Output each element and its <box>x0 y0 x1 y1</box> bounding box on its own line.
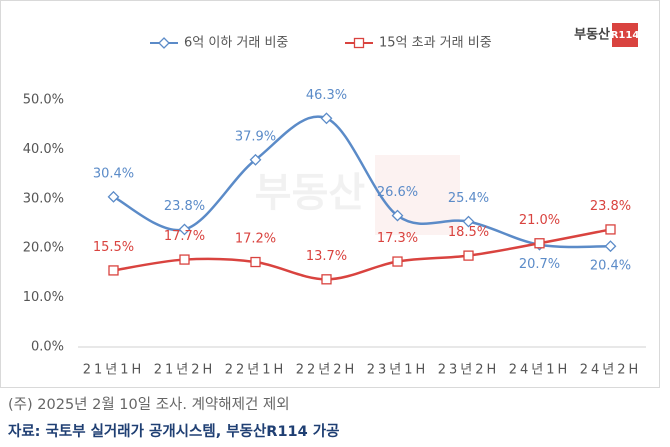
point <box>107 190 120 203</box>
legend-label: 15억 초과 거래 비중 <box>379 36 492 51</box>
y-tick-label: 30.0% <box>23 191 64 206</box>
data-label: 23.8% <box>590 199 631 214</box>
point <box>321 274 332 285</box>
legend-marker <box>158 37 170 49</box>
data-label: 23.8% <box>164 199 205 214</box>
footnote: (주) 2025년 2월 10일 조사. 계약해제건 제외 <box>8 396 290 413</box>
source-note: 자료: 국토부 실거래가 공개시스템, 부동산R114 가공 <box>8 422 339 440</box>
point <box>392 256 403 267</box>
x-tick-label: 24년1H <box>509 363 571 378</box>
y-tick-label: 40.0% <box>23 142 64 157</box>
data-label: 46.3% <box>306 88 347 103</box>
data-label: 17.3% <box>377 231 418 246</box>
logo-badge-bg <box>612 23 638 47</box>
x-tick-label: 22년2H <box>296 363 358 378</box>
point <box>250 256 261 268</box>
x-tick-label: 21년1H <box>83 363 145 378</box>
logo-text: 부동산 <box>574 27 610 43</box>
data-label: 18.5% <box>448 225 489 240</box>
legend-marker <box>353 37 365 49</box>
data-label: 21.0% <box>519 213 560 228</box>
point <box>463 250 474 261</box>
data-label: 26.6% <box>377 185 418 200</box>
point <box>604 240 617 253</box>
x-tick-label: 23년1H <box>367 363 429 378</box>
point <box>178 223 191 236</box>
point <box>391 209 404 222</box>
point <box>108 265 119 276</box>
data-label: 20.7% <box>519 257 560 272</box>
data-label: 30.4% <box>93 166 134 181</box>
legend-label: 6억 이하 거래 비중 <box>184 36 288 51</box>
logo-badge: R114 <box>611 30 640 41</box>
data-label: 17.7% <box>164 229 205 244</box>
data-label: 25.4% <box>448 191 489 206</box>
y-tick-label: 0.0% <box>31 340 64 355</box>
series-line <box>112 115 611 249</box>
series-line <box>113 228 611 281</box>
chart-frame <box>0 0 660 388</box>
y-tick-label: 10.0% <box>23 290 64 305</box>
y-tick-label: 50.0% <box>23 93 64 108</box>
x-tick-label: 23년2H <box>438 363 500 378</box>
point <box>605 224 616 235</box>
data-label: 17.2% <box>235 232 276 247</box>
watermark: 부동산 <box>255 170 366 216</box>
point <box>320 112 333 125</box>
data-label: 13.7% <box>306 249 347 264</box>
point <box>179 254 190 265</box>
x-tick-label: 21년2H <box>154 363 216 378</box>
data-label: 37.9% <box>235 129 276 144</box>
data-label: 20.4% <box>590 259 631 274</box>
point <box>534 238 545 249</box>
y-tick-label: 20.0% <box>23 241 64 256</box>
point <box>249 153 262 166</box>
point <box>462 215 475 228</box>
x-tick-label: 24년2H <box>580 363 642 378</box>
data-label: 15.5% <box>93 240 134 255</box>
x-tick-label: 22년1H <box>225 363 287 378</box>
